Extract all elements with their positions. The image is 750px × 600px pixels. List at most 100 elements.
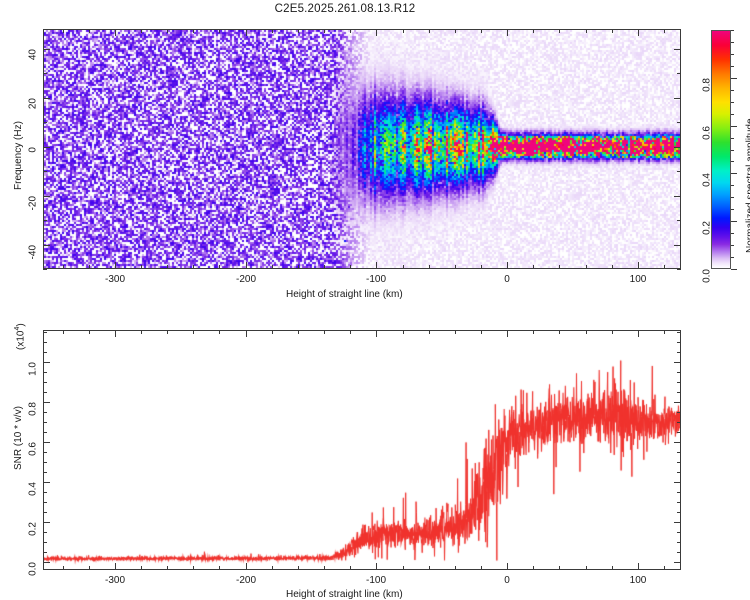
snr-ytick-major-right	[674, 362, 681, 364]
spectrogram-xtick-minor-top	[272, 29, 273, 33]
spectrogram-ytick-minor-right	[677, 171, 681, 172]
spectrogram-xtick-minor	[559, 265, 560, 269]
snr-yticklabel: 0.2	[27, 522, 39, 536]
spectrogram-xtick-minor	[429, 265, 430, 269]
spectrogram-xtick-minor-top	[612, 29, 613, 33]
snr-ytick-minor-right	[677, 342, 681, 343]
snr-yticklabel: 0.8	[27, 402, 39, 416]
snr-ytick-minor-right	[677, 332, 681, 333]
snr-xtick-minor	[533, 566, 534, 570]
snr-ytick-minor	[43, 552, 47, 553]
spectrogram-xtick-minor	[612, 265, 613, 269]
spectrogram-yticklabel: -20	[27, 196, 39, 211]
snr-ytick-minor	[43, 452, 47, 453]
colorbar-tick-minor	[731, 185, 734, 186]
spectrogram-xtick-major-top	[115, 29, 117, 36]
snr-xtick-minor-top	[324, 330, 325, 334]
snr-ytick-major	[43, 442, 50, 444]
snr-ytick-minor	[43, 492, 47, 493]
spectrogram-xtick-minor	[324, 265, 325, 269]
snr-xticklabel: -100	[365, 575, 387, 586]
colorbar-tick-minor	[731, 42, 734, 43]
snr-xticklabel: -200	[235, 575, 257, 586]
snr-xtick-minor-top	[664, 330, 665, 334]
spectrogram-xtick-minor-top	[350, 29, 351, 33]
snr-xtick-minor	[664, 566, 665, 570]
colorbar-tick-minor	[731, 54, 734, 55]
snr-yticklabel: 0.6	[27, 442, 39, 456]
spectrogram-xtick-major-top	[376, 29, 378, 36]
snr-ytick-minor-right	[677, 532, 681, 533]
spectrogram-ytick-minor	[43, 220, 47, 221]
colorbar-tick-major	[731, 173, 737, 175]
spectrogram-xtick-minor-top	[324, 29, 325, 33]
spectrogram-xtick-minor-top	[63, 29, 64, 33]
snr-ytick-minor-right	[677, 542, 681, 543]
snr-xtick-minor-top	[429, 330, 430, 334]
snr-xtick-minor-top	[533, 330, 534, 334]
colorbar-tick-minor	[731, 150, 734, 151]
snr-xtick-minor-top	[350, 330, 351, 334]
snr-ytick-minor	[43, 392, 47, 393]
snr-xtick-minor-top	[403, 330, 404, 334]
spectrogram-xtick-minor-top	[167, 29, 168, 33]
spectrogram-ytick-minor	[43, 73, 47, 74]
spectrogram-panel	[43, 29, 681, 269]
spectrogram-xticklabel: -300	[104, 274, 126, 285]
multiplier-exponent: 4	[14, 326, 21, 331]
snr-xtick-minor	[350, 566, 351, 570]
snr-ytick-minor-right	[677, 552, 681, 553]
snr-xtick-minor	[559, 566, 560, 570]
spectrogram-xtick-minor-top	[664, 29, 665, 33]
spectrogram-xtick-minor	[586, 265, 587, 269]
spectrogram-ytick-major	[43, 98, 50, 100]
spectrogram-xtick-minor-top	[403, 29, 404, 33]
snr-ytick-minor-right	[677, 462, 681, 463]
spectrogram-ytick-major	[43, 245, 50, 247]
spectrogram-xtick-minor	[167, 265, 168, 269]
colorbar-label: Normalized spectral amplitude	[745, 118, 750, 253]
snr-xtick-major-top	[638, 330, 640, 337]
colorbar-ticklabel: 0.8	[701, 78, 713, 92]
spectrogram-ytick-major-right	[674, 147, 681, 149]
colorbar-tick-minor	[731, 102, 734, 103]
spectrogram-xtick-minor	[350, 265, 351, 269]
spectrogram-ytick-minor	[43, 122, 47, 123]
snr-line-plot	[44, 331, 680, 569]
snr-xtick-minor	[63, 566, 64, 570]
snr-ytick-minor-right	[677, 472, 681, 473]
snr-ytick-major-right	[674, 442, 681, 444]
bottom-xaxis-label: Height of straight line (km)	[286, 589, 403, 600]
colorbar-tick-minor	[731, 161, 734, 162]
snr-xticklabel: 100	[629, 575, 647, 586]
spectrogram-yticklabel: 40	[27, 49, 39, 61]
snr-xtick-minor	[298, 566, 299, 570]
spectrogram-xtick-major	[638, 262, 640, 269]
colorbar-tick-minor	[731, 138, 734, 139]
spectrogram-xtick-minor-top	[429, 29, 430, 33]
snr-xtick-minor	[429, 566, 430, 570]
spectrogram-ytick-minor	[43, 171, 47, 172]
spectrogram-xtick-minor	[219, 265, 220, 269]
colorbar-tick-minor	[731, 257, 734, 258]
snr-xtick-minor	[141, 566, 142, 570]
snr-xtick-minor	[586, 566, 587, 570]
spectrogram-ytick-minor-right	[677, 220, 681, 221]
spectrogram-xtick-minor-top	[219, 29, 220, 33]
snr-ytick-minor-right	[677, 372, 681, 373]
top-yaxis-label: Frequency (Hz)	[13, 121, 24, 190]
spectrogram-ytick-major-right	[674, 196, 681, 198]
spectrogram-xtick-minor	[193, 265, 194, 269]
colorbar-tick-minor	[731, 90, 734, 91]
spectrogram-xtick-minor	[63, 265, 64, 269]
colorbar-tick-minor	[731, 114, 734, 115]
spectrogram-xtick-minor	[533, 265, 534, 269]
colorbar-tick-minor	[731, 66, 734, 67]
spectrogram-xtick-minor-top	[89, 29, 90, 33]
snr-xtick-minor	[455, 566, 456, 570]
spectrogram-xtick-minor	[481, 265, 482, 269]
snr-ytick-minor-right	[677, 422, 681, 423]
snr-xtick-minor	[219, 566, 220, 570]
spectrogram-xtick-minor	[664, 265, 665, 269]
